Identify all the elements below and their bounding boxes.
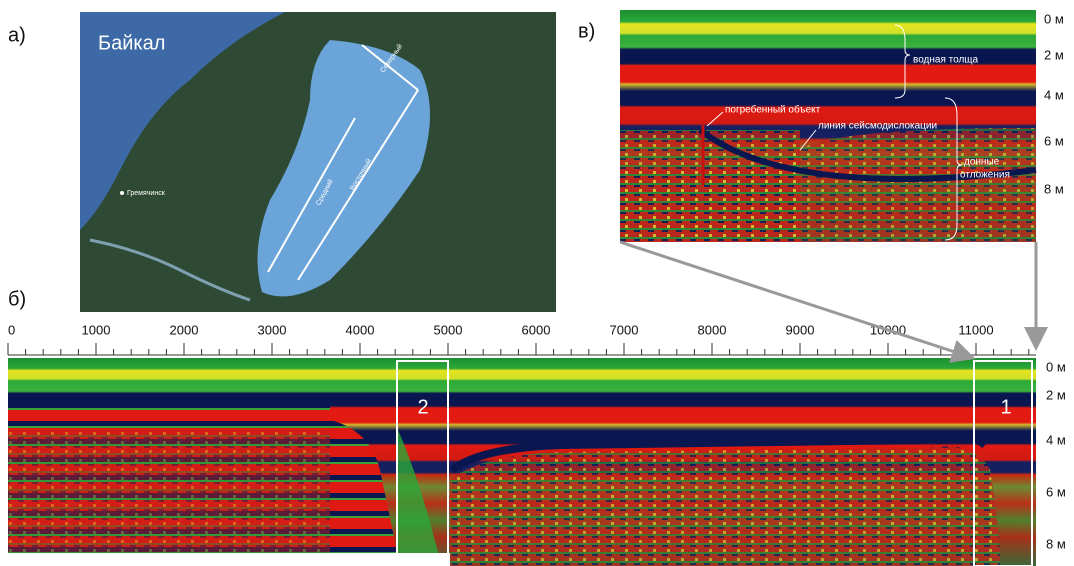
town-marker (120, 191, 124, 195)
tick-label: 2000 (170, 322, 199, 337)
map-title: Байкал (98, 32, 165, 54)
profile-depth-axis: 0 м 2 м 4 м 6 м 8 м (1046, 359, 1066, 551)
annotation: водная толща (913, 55, 979, 66)
panel-label: б) (8, 288, 26, 310)
tick-label: 8000 (698, 322, 727, 337)
depth-label: 0 м (1046, 359, 1066, 374)
depth-label: 0 м (1044, 11, 1064, 26)
tick-label: 6000 (522, 322, 551, 337)
map-label: Гремячинск (127, 190, 166, 197)
depth-label: 8 м (1044, 181, 1064, 196)
box-label: 2 (417, 396, 428, 418)
tick-label: 5000 (434, 322, 463, 337)
satellite-map: Северный Средний Восточный Гремячинск Ба… (80, 12, 556, 312)
mask (330, 553, 450, 566)
tick-label: 3000 (258, 322, 287, 337)
tick-label: 1000 (82, 322, 111, 337)
tick-label: 4000 (346, 322, 375, 337)
mask (8, 553, 330, 566)
depth-label: 8 м (1046, 536, 1066, 551)
sediment-noise (8, 430, 330, 553)
sediment (450, 446, 1000, 566)
box-label: 1 (1000, 396, 1011, 418)
inset-depth-axis: 0 м 2 м 4 м 6 м 8 м (1044, 11, 1064, 196)
tick-label: 9000 (786, 322, 815, 337)
annotation: отложения (960, 170, 1010, 181)
annotation: погребенный объект (725, 104, 821, 116)
tick-label: 0 (8, 322, 15, 337)
inset-radargram: водная толща погребенный объект линия се… (620, 10, 1036, 242)
depth-label: 2 м (1046, 387, 1066, 402)
profile-radargram: 2 1 (8, 358, 1036, 566)
connector-arrow (620, 242, 970, 357)
depth-label: 6 м (1044, 133, 1064, 148)
tick-label: 7000 (610, 322, 639, 337)
figure: Северный Средний Восточный Гремячинск Ба… (0, 0, 1074, 566)
annotation: донные (964, 157, 1000, 168)
panel-label: а) (8, 24, 26, 46)
tick-label: 11000 (958, 322, 993, 337)
depth-label: 4 м (1044, 87, 1064, 102)
depth-label: 6 м (1046, 484, 1066, 499)
depth-label: 4 м (1046, 432, 1066, 447)
annotation: линия сейсмодислокации (818, 121, 937, 132)
panel-label: в) (578, 20, 595, 42)
depth-label: 2 м (1044, 47, 1064, 62)
